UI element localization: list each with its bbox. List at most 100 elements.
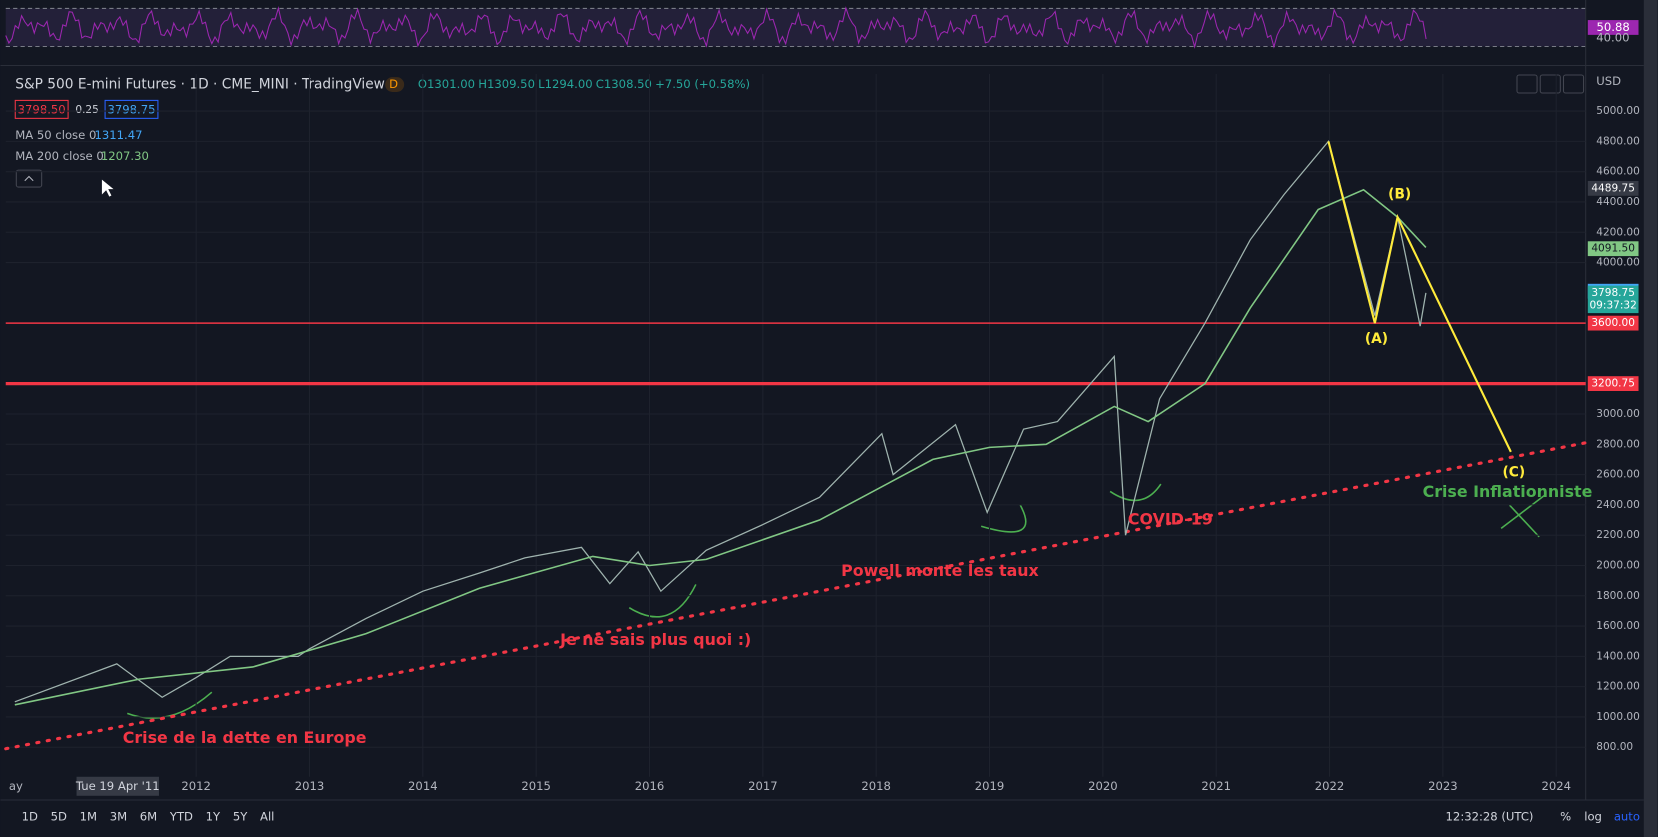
price-badge [1587, 285, 1639, 314]
drawing-cross [1500, 493, 1547, 538]
range-button[interactable]: 1Y [206, 809, 221, 823]
y-tick-label: 4600.00 [1596, 166, 1640, 178]
y-tick-label: 5000.00 [1596, 105, 1640, 117]
price-badge [1587, 241, 1639, 257]
symbol-title: S&P 500 E-mini Futures · 1D · CME_MINI ·… [15, 77, 385, 93]
y-tick-label: 2200.00 [1596, 529, 1640, 541]
indicator-value: 1311.47 [95, 128, 143, 142]
chart-buttons [1516, 74, 1585, 94]
y-tick-label: 2400.00 [1596, 499, 1640, 511]
wave-line [1327, 141, 1512, 453]
indicator-value: 1207.30 [101, 149, 149, 163]
collapse-button[interactable] [15, 169, 43, 188]
button[interactable] [1516, 74, 1538, 94]
x-tick-label: 2016 [635, 779, 665, 793]
ohlc-value: O1301.00 [418, 77, 475, 91]
x-tick-label: 2023 [1428, 779, 1458, 793]
ohlc-value: H1309.50 [478, 77, 535, 91]
y-tick-label: 1000.00 [1596, 711, 1640, 723]
rsi-level-label: 40.00 [1596, 31, 1629, 45]
range-button[interactable]: 1D [22, 809, 38, 823]
y-tick-label: 1800.00 [1596, 590, 1640, 602]
rsi-line [5, 6, 1427, 49]
currency[interactable]: USD [1596, 74, 1621, 88]
clock: 12:32:28 (UTC) [1446, 809, 1534, 823]
x-tick-label: 2013 [295, 779, 325, 793]
y-tick-label: 2000.00 [1596, 559, 1640, 571]
sell-price[interactable]: 3798.50 [18, 102, 66, 116]
drawing-curve [628, 584, 697, 618]
drawings [126, 483, 1547, 719]
price-badge-label: 4091.50 [1591, 243, 1635, 255]
x-tick-label: 2021 [1201, 779, 1231, 793]
ohlc-value: L1294.00 [538, 77, 592, 91]
price-badge-label: 3200.75 [1591, 378, 1635, 390]
percent-toggle[interactable]: % [1560, 809, 1571, 823]
log-toggle[interactable]: log [1584, 809, 1602, 823]
price-badge-label: 3798.75 [1591, 287, 1635, 299]
x-tick-label: 2020 [1088, 779, 1118, 793]
y-tick-label: 3000.00 [1596, 408, 1640, 420]
price-badge [1587, 376, 1639, 392]
annotation: Crise Inflationniste [1423, 482, 1593, 501]
plot: 800.00 1000.00 1200.00 1400.00 1600.00 1800.0… [4, 73, 1640, 793]
price-badge-label: 4489.75 [1591, 182, 1635, 194]
x-tick-label: 2018 [861, 779, 891, 793]
price-badge [1587, 180, 1639, 196]
countdown: 09:37:32 [1589, 300, 1636, 312]
button[interactable] [1562, 74, 1585, 94]
price-badge [1587, 315, 1639, 331]
button[interactable] [1539, 74, 1561, 94]
spread: 0.25 [75, 104, 98, 116]
x-tick-label: 2019 [975, 779, 1005, 793]
range-button[interactable]: 5Y [233, 809, 248, 823]
badge: D [389, 77, 398, 91]
annotation: Je ne sais plus quoi :) [559, 630, 751, 649]
rsi-value: 50.88 [1597, 20, 1630, 34]
range-button[interactable]: All [260, 809, 274, 823]
annotation: COVID-19 [1128, 509, 1213, 528]
x-tick-label: 2024 [1541, 779, 1571, 793]
x-tick-label: 2022 [1315, 779, 1345, 793]
annotation: (A) [1365, 331, 1388, 347]
range-button[interactable]: 1M [80, 809, 97, 823]
annotation: Powell monte les taux [841, 561, 1039, 580]
y-tick-label: 1400.00 [1596, 650, 1640, 662]
auto-toggle[interactable]: auto [1614, 809, 1640, 823]
x-tick-label: 2015 [521, 779, 551, 793]
range-button[interactable]: YTD [169, 809, 193, 823]
drawing-curve [980, 504, 1027, 533]
rsi-band [5, 8, 1586, 47]
y-tick-label: 1600.00 [1596, 620, 1640, 632]
x-tick-label: 2014 [408, 779, 438, 793]
y-tick-label: 800.00 [1596, 741, 1633, 753]
x-tick-label: 2017 [748, 779, 778, 793]
y-tick-label: 1200.00 [1596, 681, 1640, 693]
sell-box[interactable] [14, 99, 69, 119]
drawing-curve [126, 691, 213, 719]
y-tick-label: 2800.00 [1596, 438, 1640, 450]
drawing-curve [1109, 483, 1162, 502]
rsi-badge [1587, 20, 1639, 35]
y-tick-label: 4400.00 [1596, 196, 1640, 208]
indicator-name: MA 200 close 0 [15, 149, 103, 163]
price-badge-label: 3600.00 [1591, 317, 1635, 329]
side-strip [1643, 0, 1658, 837]
y-tick-label: 4800.00 [1596, 135, 1640, 147]
y-tick-label: 4000.00 [1596, 257, 1640, 269]
range-button[interactable]: 5D [51, 809, 67, 823]
buy-price[interactable]: 3798.75 [107, 102, 155, 116]
time-label-clipped: ay [9, 779, 23, 793]
range-button[interactable]: 3M [110, 809, 127, 823]
range-button[interactable]: 6M [140, 809, 157, 823]
badge-bg [385, 77, 405, 92]
annotation: Crise de la dette en Europe [123, 728, 367, 747]
buy-box[interactable] [104, 99, 159, 119]
ohlc-value: +7.50 (+0.58%) [655, 77, 750, 91]
ohlc: O1301.00 H1309.50 L1294.00 C1308.50 +7.50 (+… [418, 77, 750, 91]
annotation: (C) [1503, 464, 1526, 480]
crosshair-label: Tue 19 Apr '11 [75, 779, 160, 793]
